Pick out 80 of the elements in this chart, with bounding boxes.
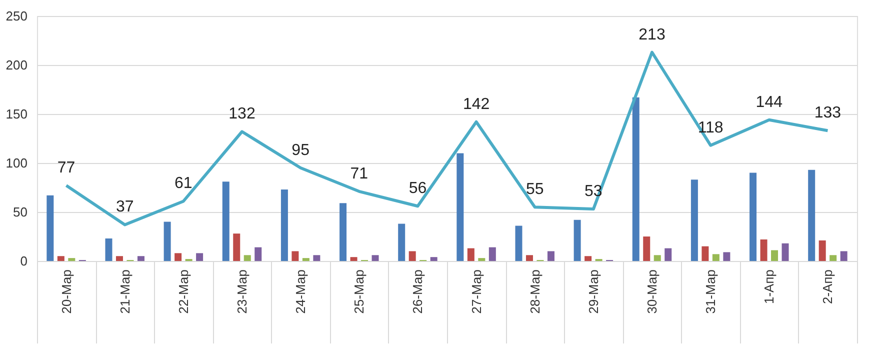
x-tick-label: 26-Мар (410, 270, 426, 314)
y-tick-label: 250 (6, 8, 28, 24)
bar (340, 203, 347, 261)
bar (116, 256, 123, 261)
bar (57, 256, 64, 261)
data-label: 77 (57, 160, 76, 177)
bar (467, 248, 474, 261)
bar (526, 255, 533, 261)
y-tick-label: 150 (6, 106, 28, 122)
bar (760, 239, 768, 261)
bar (690, 180, 698, 261)
bar (408, 251, 416, 261)
bar (350, 257, 358, 261)
y-tick-label: 200 (6, 58, 28, 72)
x-tick-label: 1-Апр (762, 270, 777, 304)
bar (164, 222, 171, 261)
bar (808, 170, 816, 261)
data-label: 213 (638, 26, 666, 44)
data-label: 132 (228, 106, 256, 123)
y-tick-label: 50 (13, 204, 28, 220)
bar (750, 172, 757, 261)
bar (771, 250, 778, 261)
x-tick-label: 28-Мар (527, 270, 542, 314)
x-tick-label: 24-Мар (293, 270, 308, 314)
bar (398, 224, 406, 261)
data-label: 61 (174, 175, 192, 192)
data-label: 55 (526, 181, 544, 198)
bar (818, 240, 826, 261)
bar (137, 256, 144, 261)
bar (372, 255, 379, 261)
bar (702, 246, 709, 261)
bar (280, 189, 288, 261)
data-label: 142 (462, 96, 490, 113)
bar (515, 226, 522, 261)
x-tick-label: 25-Мар (352, 270, 367, 314)
bar (313, 255, 320, 261)
bar (292, 251, 299, 261)
bar (302, 258, 310, 261)
bar (643, 236, 650, 261)
y-tick-label: 100 (6, 156, 28, 170)
bar (254, 247, 262, 261)
data-label: 37 (116, 198, 134, 216)
bar (233, 234, 240, 261)
bar (664, 248, 672, 261)
x-tick-label: 30-Мар (644, 270, 660, 314)
bar (105, 238, 112, 261)
bar (456, 153, 464, 261)
x-tick-label: 2-Апр (820, 270, 836, 304)
bar (632, 97, 640, 261)
bar (196, 253, 204, 261)
data-label: 56 (408, 180, 427, 198)
bar (46, 195, 54, 261)
bar (584, 256, 592, 261)
bar (222, 182, 230, 261)
bar (547, 251, 554, 261)
bar (174, 253, 182, 261)
bar (782, 243, 789, 261)
x-tick-label: 22-Мар (176, 270, 191, 314)
x-tick-label: 27-Мар (468, 270, 484, 314)
bar (430, 257, 438, 261)
x-tick-label: 20-Мар (58, 270, 74, 314)
bar (712, 254, 720, 261)
bar (654, 255, 661, 261)
bar (68, 258, 76, 261)
x-tick-label: 29-Мар (586, 270, 601, 314)
bar (244, 255, 251, 261)
data-label: 95 (292, 142, 310, 159)
x-tick-label: 21-Мар (117, 270, 132, 314)
bar (723, 252, 730, 261)
x-tick-label: 31-Мар (703, 270, 718, 314)
bar (840, 251, 848, 261)
x-tick-label: 23-Мар (234, 270, 250, 314)
data-label: 71 (350, 165, 368, 182)
bar (574, 220, 581, 261)
y-tick-label: 0 (20, 254, 28, 268)
bar (478, 258, 486, 261)
bar (488, 247, 496, 261)
data-label: 133 (814, 104, 842, 122)
bar (830, 255, 837, 261)
data-label: 144 (756, 94, 783, 111)
